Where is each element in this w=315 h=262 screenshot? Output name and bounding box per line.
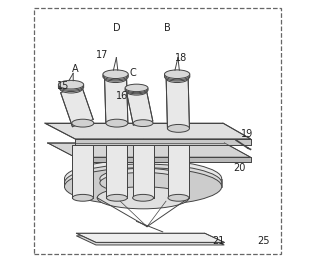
Ellipse shape <box>168 194 189 201</box>
Polygon shape <box>75 157 250 162</box>
Polygon shape <box>75 139 250 145</box>
Polygon shape <box>166 78 189 129</box>
Text: B: B <box>164 23 171 32</box>
Ellipse shape <box>60 85 82 93</box>
Ellipse shape <box>100 172 186 193</box>
Ellipse shape <box>100 168 186 189</box>
Text: C: C <box>130 68 137 78</box>
Ellipse shape <box>72 194 93 201</box>
Ellipse shape <box>164 70 190 79</box>
Ellipse shape <box>125 84 148 92</box>
Ellipse shape <box>65 164 222 202</box>
Ellipse shape <box>58 83 84 91</box>
Polygon shape <box>45 123 250 139</box>
Ellipse shape <box>103 72 128 81</box>
Text: 19: 19 <box>241 129 254 139</box>
Ellipse shape <box>168 124 189 132</box>
Text: A: A <box>72 64 79 74</box>
Text: 17: 17 <box>96 50 108 60</box>
Ellipse shape <box>164 72 190 81</box>
Ellipse shape <box>133 120 153 127</box>
Polygon shape <box>127 90 153 125</box>
Text: 15: 15 <box>57 81 69 91</box>
Polygon shape <box>48 143 250 157</box>
Ellipse shape <box>127 88 146 95</box>
Text: 25: 25 <box>257 236 270 245</box>
Ellipse shape <box>106 119 128 127</box>
Text: 20: 20 <box>233 163 246 173</box>
Ellipse shape <box>97 187 189 209</box>
Ellipse shape <box>103 70 128 79</box>
Polygon shape <box>133 145 154 198</box>
Ellipse shape <box>103 71 128 80</box>
Ellipse shape <box>125 85 148 93</box>
Text: 21: 21 <box>213 236 225 245</box>
Text: 16: 16 <box>116 91 128 101</box>
Ellipse shape <box>106 194 127 201</box>
Ellipse shape <box>166 75 188 83</box>
Polygon shape <box>105 78 128 123</box>
Ellipse shape <box>65 160 222 198</box>
Polygon shape <box>106 145 127 198</box>
Ellipse shape <box>72 119 94 127</box>
Polygon shape <box>168 145 189 198</box>
Polygon shape <box>61 85 93 127</box>
Polygon shape <box>76 233 224 242</box>
Ellipse shape <box>133 194 154 201</box>
Ellipse shape <box>105 75 127 83</box>
Text: 18: 18 <box>175 53 187 63</box>
Ellipse shape <box>65 168 222 205</box>
Polygon shape <box>76 236 224 245</box>
Ellipse shape <box>58 81 84 90</box>
Polygon shape <box>72 145 93 198</box>
Ellipse shape <box>58 80 84 89</box>
Ellipse shape <box>125 86 148 94</box>
Ellipse shape <box>164 71 190 80</box>
Text: D: D <box>113 23 121 32</box>
